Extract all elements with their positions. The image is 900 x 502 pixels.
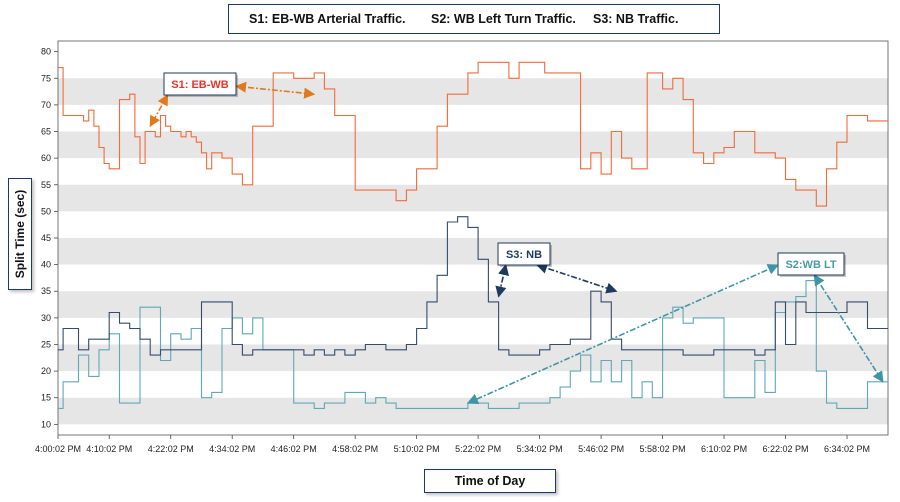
grid-band xyxy=(58,344,888,372)
plot-frame xyxy=(57,40,889,436)
y-tick-label: 10 xyxy=(41,419,51,429)
y-tick-label: 25 xyxy=(41,339,51,349)
grid-bands xyxy=(58,78,888,425)
y-tick-label: 40 xyxy=(41,260,51,270)
series-line-s3 xyxy=(58,216,888,356)
x-axis-ticks: 4:00:02 PM 4:10:02 PM 4:22:02 PM 4:34:02 PM… xyxy=(35,435,870,454)
x-tick-label: 4:46:02 PM xyxy=(271,444,317,454)
x-tick-label: 4:22:02 PM xyxy=(148,444,194,454)
annotation-box xyxy=(777,252,845,276)
y-tick-label: 55 xyxy=(41,180,51,190)
annotation-arrow xyxy=(813,274,884,383)
x-tick-label: 4:58:02 PM xyxy=(332,444,378,454)
legend-entry-s1: S1: EB-WB Arterial Traffic. xyxy=(249,12,406,26)
y-tick-label: 35 xyxy=(41,286,51,296)
grid-band xyxy=(58,397,888,425)
annotation-arrow xyxy=(535,262,618,294)
annotation-label: S2:WB LT xyxy=(785,259,836,271)
annotation-label: S1: EB-WB xyxy=(171,79,229,91)
x-tick-label: 4:00:02 PM xyxy=(35,444,81,454)
grid-band xyxy=(58,131,888,159)
y-tick-label: 20 xyxy=(41,366,51,376)
y-axis-ticks: 10 15 20 25 30 35 40 45 50 55 60 65 70 75 80 xyxy=(41,47,58,429)
annotations: S1: EB-WB S3: NB S2:WB LT xyxy=(149,72,884,405)
y-axis-label-box: Split Time (sec) xyxy=(8,178,32,290)
y-tick-label: 30 xyxy=(41,313,51,323)
y-tick-label: 15 xyxy=(41,393,51,403)
x-tick-label: 5:10:02 PM xyxy=(394,444,440,454)
annotation-arrow xyxy=(466,264,780,405)
grid-band xyxy=(58,291,888,318)
y-tick-label: 75 xyxy=(41,73,51,83)
x-tick-label: 4:10:02 PM xyxy=(86,444,132,454)
x-tick-label: 6:10:02 PM xyxy=(701,444,747,454)
annotation-arrow xyxy=(234,81,316,99)
x-tick-label: 6:22:02 PM xyxy=(763,444,809,454)
y-tick-label: 65 xyxy=(41,127,51,137)
annotation-label: S3: NB xyxy=(506,249,542,261)
y-tick-label: 50 xyxy=(41,206,51,216)
grid-band xyxy=(58,184,888,212)
x-tick-label: 6:34:02 PM xyxy=(824,444,870,454)
x-tick-label: 5:22:02 PM xyxy=(455,444,501,454)
annotation-box xyxy=(163,72,237,96)
x-tick-label: 4:34:02 PM xyxy=(209,444,255,454)
x-tick-label: 5:46:02 PM xyxy=(578,444,624,454)
y-tick-label: 70 xyxy=(41,100,51,110)
y-tick-label: 80 xyxy=(41,47,51,57)
annotation-arrow xyxy=(149,94,169,128)
grid-band xyxy=(58,238,888,265)
y-tick-label: 45 xyxy=(41,233,51,243)
legend-entry-s2: S2: WB Left Turn Traffic. xyxy=(431,12,576,26)
x-axis-label: Time of Day xyxy=(424,469,556,493)
x-tick-label: 5:34:02 PM xyxy=(517,444,563,454)
legend-entry-s3: S3: NB Traffic. xyxy=(593,12,679,26)
chart-legend: S1: EB-WB Arterial Traffic. S2: WB Left … xyxy=(228,4,720,34)
x-tick-label: 5:58:02 PM xyxy=(640,444,686,454)
y-tick-label: 60 xyxy=(41,153,51,163)
series-line-s1 xyxy=(58,61,888,207)
